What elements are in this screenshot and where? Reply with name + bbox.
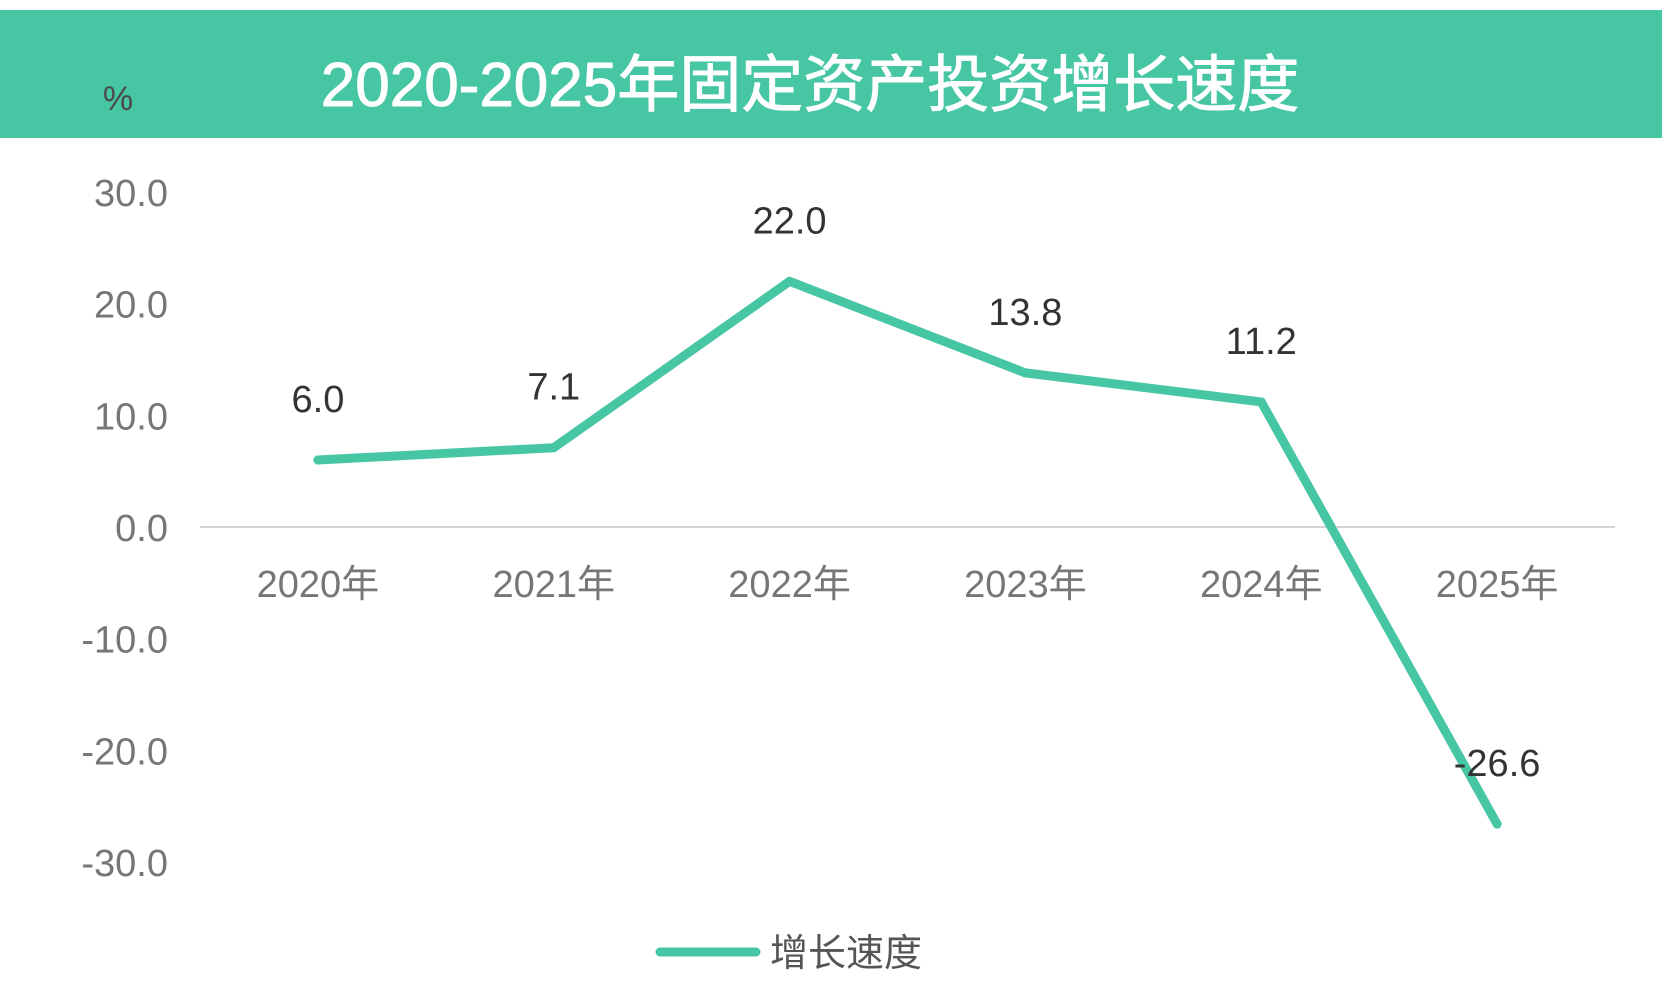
plot-area: 30.0 20.0 10.0 0.0 -10.0 -20.0 -30.0 2020年 2021年… <box>81 173 1615 885</box>
title-banner <box>0 10 1662 138</box>
x-tick-label: 2020年 <box>257 564 380 606</box>
y-tick-label: -10.0 <box>81 620 168 662</box>
data-point <box>549 443 559 453</box>
data-label: 7.1 <box>527 367 580 409</box>
y-tick-label: 0.0 <box>115 508 168 550</box>
y-tick-label: 20.0 <box>94 285 168 327</box>
y-tick-label: 30.0 <box>94 173 168 215</box>
y-tick-label: -30.0 <box>81 843 168 885</box>
data-label: 11.2 <box>1226 321 1297 363</box>
data-label: -26.6 <box>1454 743 1541 785</box>
data-point <box>1492 819 1502 829</box>
data-point <box>785 276 795 286</box>
x-tick-label: 2024年 <box>1200 564 1323 606</box>
data-label: 22.0 <box>753 200 827 242</box>
data-label: 6.0 <box>292 379 345 421</box>
data-label: 13.8 <box>988 292 1062 334</box>
data-point <box>313 455 323 465</box>
legend-label: 增长速度 <box>770 933 922 975</box>
legend: 增长速度 <box>655 933 922 975</box>
series-line-growth-rate <box>313 276 1502 829</box>
x-tick-label: 2022年 <box>728 564 851 606</box>
data-point <box>1256 397 1266 407</box>
x-tick-label: 2023年 <box>964 564 1087 606</box>
x-tick-label: 2021年 <box>492 564 615 606</box>
y-axis-unit-label: % <box>103 80 133 118</box>
chart-title: 2020-2025年固定资产投资增长速度 <box>321 51 1300 120</box>
x-tick-label: 2025年 <box>1436 564 1559 606</box>
data-point <box>1020 368 1030 378</box>
y-tick-label: 10.0 <box>94 396 168 438</box>
y-tick-label: -20.0 <box>81 731 168 773</box>
